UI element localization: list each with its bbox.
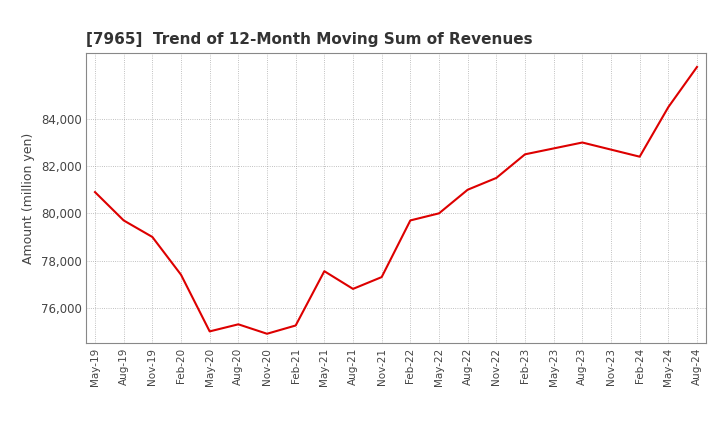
Y-axis label: Amount (million yen): Amount (million yen) (22, 132, 35, 264)
Text: [7965]  Trend of 12-Month Moving Sum of Revenues: [7965] Trend of 12-Month Moving Sum of R… (86, 33, 533, 48)
